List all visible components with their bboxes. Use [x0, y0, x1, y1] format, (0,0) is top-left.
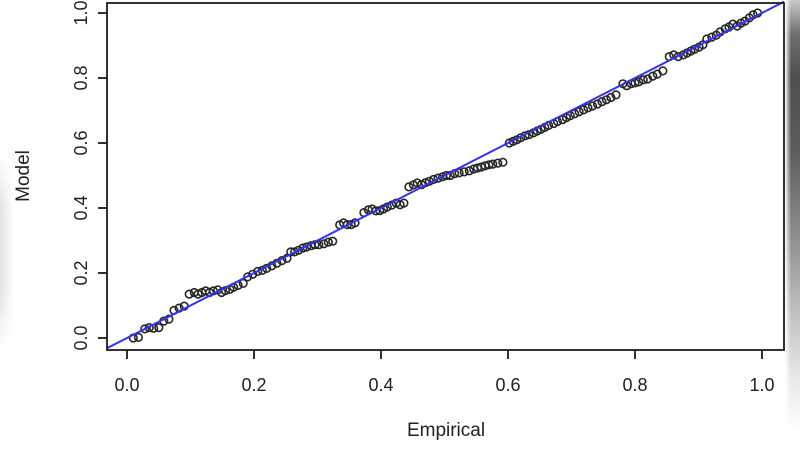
y-tick-label: 0.2	[71, 260, 91, 285]
data-point	[673, 51, 683, 62]
data-point	[154, 323, 164, 333]
data-point	[634, 77, 644, 87]
y-tick-label: 0.6	[71, 130, 91, 155]
data-point	[601, 95, 612, 105]
data-point	[323, 237, 333, 247]
data-point	[464, 166, 474, 176]
data-point	[592, 99, 603, 109]
data-point	[253, 266, 263, 277]
x-tick-label: 0.4	[368, 375, 393, 395]
y-tick-label: 0.0	[71, 325, 91, 350]
data-point	[319, 239, 329, 249]
identity-line	[106, 0, 785, 350]
data-point	[484, 160, 494, 170]
y-tick-label: 0.8	[71, 65, 91, 90]
data-point	[493, 158, 503, 168]
x-tick-label: 0.8	[622, 375, 647, 395]
x-axis-label: Empirical	[407, 420, 485, 441]
data-point	[638, 75, 648, 85]
y-tick-label: 1.0	[71, 0, 91, 25]
left-edge-vignette	[0, 150, 16, 350]
x-tick-label: 0.0	[114, 375, 139, 395]
x-tick-label: 0.2	[241, 375, 266, 395]
data-point	[488, 159, 498, 169]
right-edge-vignette	[785, 0, 800, 432]
data-point	[583, 103, 593, 113]
data-point	[578, 105, 589, 115]
data-point	[140, 324, 150, 334]
x-tick-label: 1.0	[749, 375, 774, 395]
data-point	[597, 97, 607, 107]
data-point	[630, 78, 640, 88]
y-tick-label: 0.4	[71, 195, 91, 220]
plot-box	[106, 2, 785, 351]
identity-line-layer	[106, 0, 785, 350]
data-point	[433, 173, 443, 183]
data-point	[133, 332, 143, 343]
data-point	[611, 90, 621, 100]
data-point	[648, 71, 658, 81]
y-axis-label: Model	[13, 150, 34, 202]
data-point	[498, 157, 508, 167]
data-point	[298, 243, 308, 253]
data-point	[606, 92, 616, 103]
data-point	[328, 236, 338, 246]
data-point	[404, 182, 414, 192]
data-point	[243, 272, 253, 282]
data-point	[184, 289, 194, 299]
x-tick-label: 0.6	[495, 375, 520, 395]
data-point	[658, 66, 668, 76]
data-point	[570, 109, 580, 119]
data-point	[399, 198, 409, 208]
data-point	[574, 107, 584, 117]
data-point	[587, 101, 598, 111]
data-point	[459, 167, 469, 177]
data-point	[293, 245, 304, 255]
axes-layer: 0.0 0.2 0.4 0.6 0.8 1.0 0.0 0.2 0.4 0.6 0.8 1.0	[71, 0, 785, 395]
